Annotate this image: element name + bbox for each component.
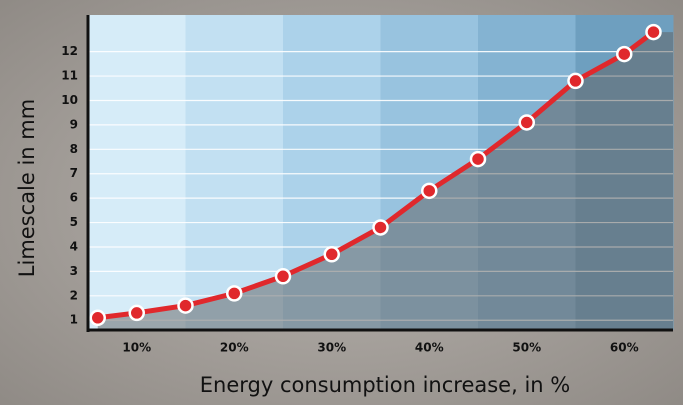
y-tick-label: 6 (70, 191, 78, 205)
x-tick-label: 60% (610, 341, 639, 355)
x-tick-label: 50% (512, 341, 541, 355)
point (567, 72, 584, 90)
x-tick-label: 20% (220, 341, 249, 355)
point (177, 297, 194, 314)
point (372, 219, 389, 236)
band (185, 15, 284, 330)
y-axis-title: Limescale in mm (15, 99, 39, 277)
point (616, 45, 633, 63)
point (421, 182, 438, 200)
x-tick-label: 40% (415, 341, 444, 355)
point (469, 150, 487, 168)
y-tick-label: 11 (61, 69, 78, 83)
point (128, 304, 145, 322)
point (645, 23, 662, 41)
x-tick-label: 30% (317, 341, 346, 355)
y-tick-label: 3 (70, 264, 78, 278)
y-tick-label: 12 (61, 44, 78, 58)
area (97, 32, 673, 331)
x-axis-title: Energy consumption increase, in % (200, 373, 570, 397)
point (89, 309, 106, 327)
x-tick-label: 10% (122, 341, 151, 355)
y-tick-label: 9 (70, 117, 78, 131)
band (88, 15, 186, 330)
y-tick-label: 8 (70, 142, 78, 156)
y-tick-label: 4 (70, 239, 78, 253)
y-tick-label: 1 (70, 313, 78, 327)
y-tick-label: 5 (70, 215, 78, 229)
y-tick-label: 7 (70, 166, 78, 180)
point (518, 114, 535, 131)
y-tick-label: 2 (70, 288, 78, 302)
y-tick-label: 10 (61, 93, 78, 107)
point (323, 246, 340, 263)
point (274, 268, 292, 285)
point (226, 285, 243, 302)
